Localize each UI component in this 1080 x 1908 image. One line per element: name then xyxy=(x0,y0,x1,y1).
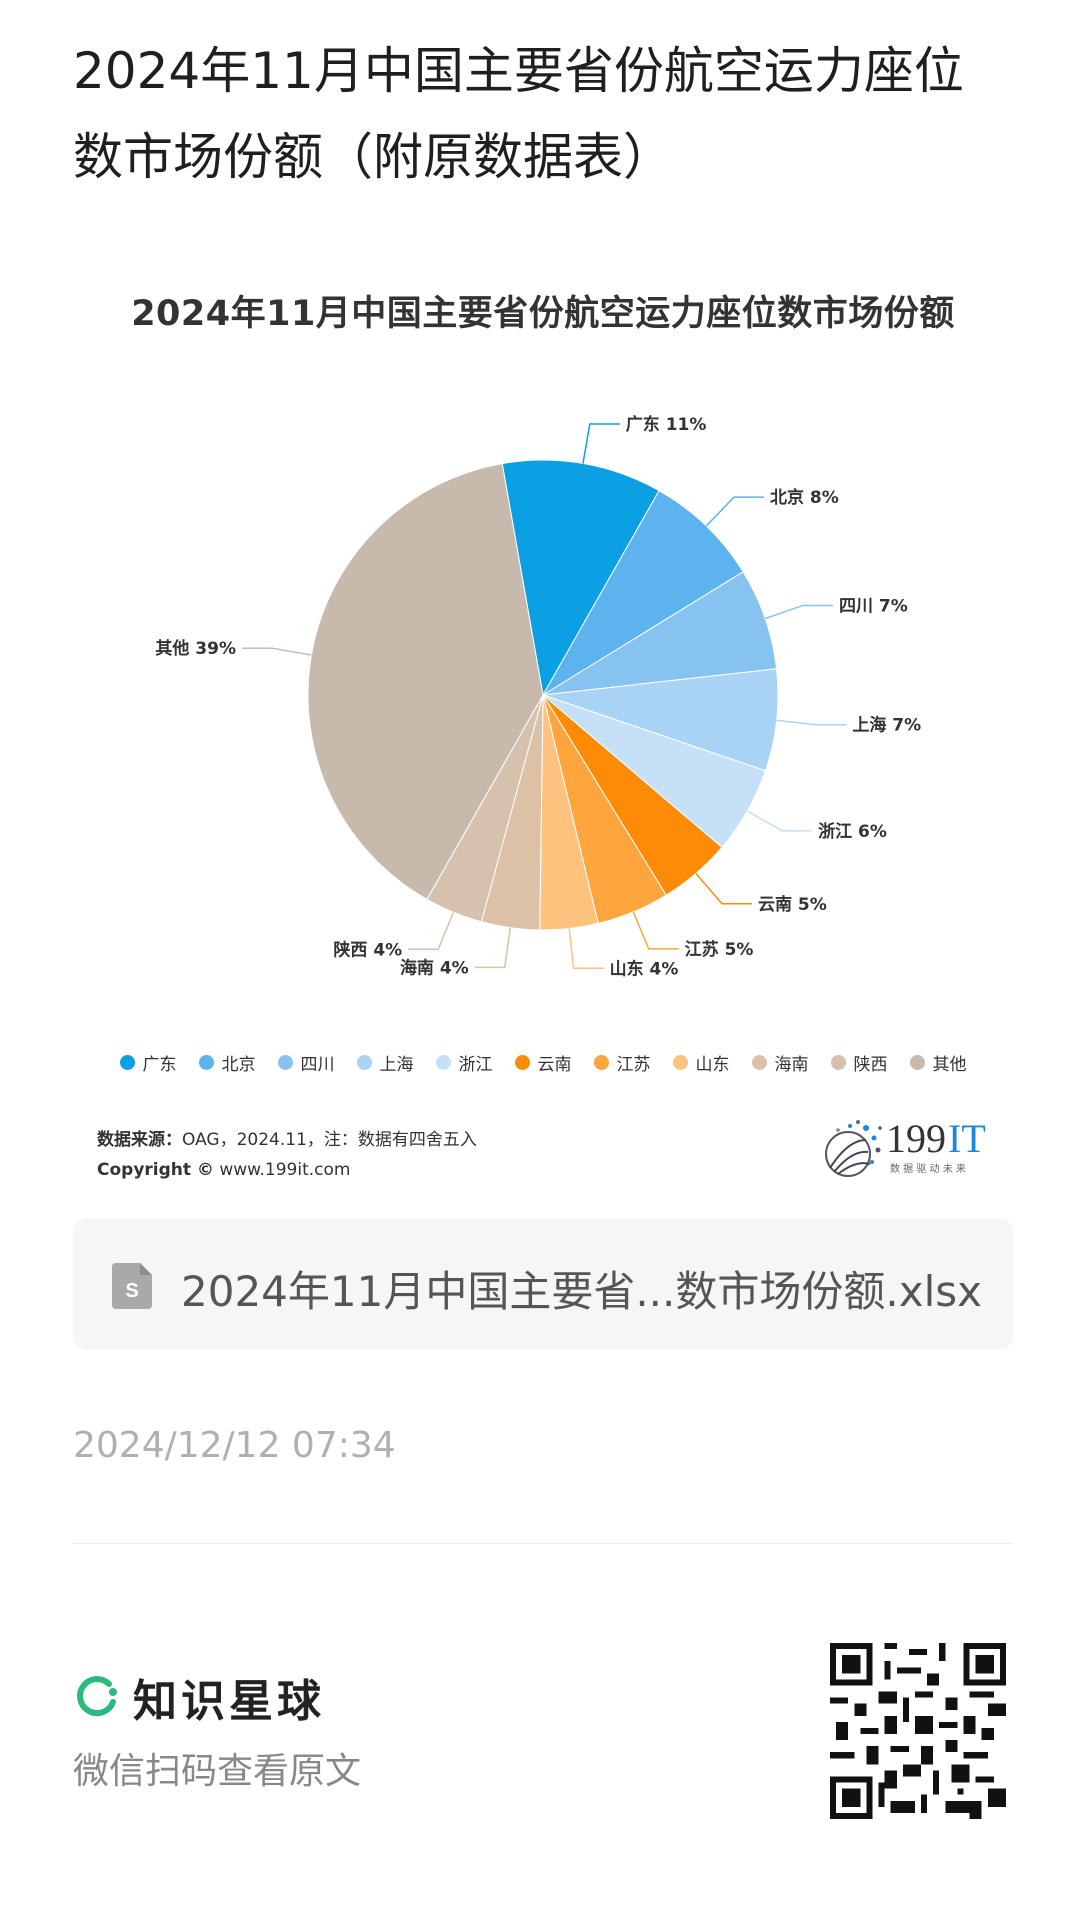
legend-dot-3 xyxy=(356,1055,372,1070)
legend-label-3: 上海 xyxy=(379,1055,414,1075)
divider xyxy=(73,1543,1013,1544)
leader-line-1 xyxy=(705,496,765,527)
data-label-9: 陕西 4% xyxy=(333,939,402,960)
pie-slice-2 xyxy=(542,571,778,696)
data-label-10: 其他 39% xyxy=(155,638,236,659)
data-label-8: 海南 4% xyxy=(400,957,469,978)
legend-dot-8 xyxy=(751,1055,767,1070)
copyright-label: Copyright © xyxy=(97,1160,214,1180)
leader-line-8 xyxy=(474,927,512,969)
leader-line-0 xyxy=(582,423,620,464)
data-label-3: 上海 7% xyxy=(852,715,921,736)
logo-main: 199 xyxy=(886,1116,946,1161)
legend-item-8: 海南 xyxy=(751,1050,809,1075)
legend-label-9: 陕西 xyxy=(853,1055,888,1075)
legend-label-10: 其他 xyxy=(932,1055,967,1075)
pie-slice-0 xyxy=(501,459,660,697)
pie-slice-1 xyxy=(542,489,744,696)
data-label-2: 四川 7% xyxy=(839,596,908,616)
source-label: 数据来源： xyxy=(97,1130,182,1150)
leader-line-5 xyxy=(695,872,752,905)
legend-label-0: 广东 xyxy=(142,1055,177,1075)
planet-logo-icon xyxy=(77,1676,117,1717)
logo-tagline: 数 据 驱 动 未 来 xyxy=(890,1162,966,1175)
legend-label-6: 江苏 xyxy=(616,1055,651,1075)
legend-item-7: 山东 xyxy=(672,1050,730,1075)
qr-code[interactable] xyxy=(830,1643,1006,1819)
data-label-6: 江苏 5% xyxy=(685,939,754,960)
data-label-1: 北京 8% xyxy=(770,487,839,508)
legend-item-6: 江苏 xyxy=(593,1050,651,1075)
pie-slice-10 xyxy=(307,462,544,901)
pie-chart: 广东 11% 北京 8% 四川 7% 上海 7% 浙江 6% 云南 5% 江苏 5% 山东 4… xyxy=(155,414,921,979)
attachment-file-name[interactable]: 2024年11月中国主要省...数市场份额.xlsx xyxy=(181,1267,982,1316)
chart-title: 2024年11月中国主要省份航空运力座位数市场份额 xyxy=(131,294,955,334)
chart-source: 数据来源：OAG，2024.11，注：数据有四舍五入 Copyright © w… xyxy=(97,1125,477,1185)
legend-item-3: 上海 xyxy=(356,1050,414,1075)
leader-line-9 xyxy=(408,911,455,951)
logo-accent: IT xyxy=(948,1116,986,1161)
source-text: OAG，2024.11，注：数据有四舍五入 xyxy=(182,1130,477,1150)
legend-item-5: 云南 xyxy=(514,1050,572,1075)
leader-line-3 xyxy=(776,719,847,726)
legend-item-1: 北京 xyxy=(198,1050,256,1075)
dandelion-icon xyxy=(825,1120,882,1177)
legend-dot-10 xyxy=(909,1055,925,1070)
footer-hint: 微信扫码查看原文 xyxy=(73,1751,362,1792)
legend-dot-6 xyxy=(593,1055,609,1070)
attachment-card[interactable]: S 2024年11月中国主要省...数市场份额.xlsx xyxy=(73,1218,1013,1350)
leader-line-6 xyxy=(632,911,679,950)
legend-item-4: 浙江 xyxy=(435,1050,493,1075)
footer-brand-name: 知识星球 xyxy=(133,1676,325,1727)
legend-item-10: 其他 xyxy=(909,1050,967,1075)
legend-label-2: 四川 xyxy=(300,1055,335,1075)
svg-text:S: S xyxy=(125,1280,138,1302)
legend-dot-5 xyxy=(514,1055,530,1070)
legend-dot-2 xyxy=(277,1055,293,1070)
data-label-4: 浙江 6% xyxy=(818,821,887,842)
leader-line-4 xyxy=(746,810,813,832)
legend-item-0: 广东 xyxy=(119,1050,177,1075)
199it-logo: 199 IT 数 据 驱 动 未 来 xyxy=(825,1116,986,1177)
legend-item-2: 四川 xyxy=(277,1050,335,1075)
post-title: 2024年11月中国主要省份航空运力座位数市场份额（附原数据表） xyxy=(73,42,964,186)
data-label-0: 广东 11% xyxy=(626,414,707,435)
legend-label-7: 山东 xyxy=(695,1055,730,1075)
data-label-5: 云南 5% xyxy=(758,894,827,915)
footer-brand: 知识星球 xyxy=(73,1665,325,1729)
legend-item-9: 陕西 xyxy=(830,1050,888,1075)
legend-label-1: 北京 xyxy=(221,1055,256,1075)
legend-label-4: 浙江 xyxy=(458,1055,493,1075)
copyright-text: www.199it.com xyxy=(219,1160,351,1180)
legend-label-8: 海南 xyxy=(774,1055,809,1075)
legend-dot-0 xyxy=(119,1055,135,1070)
leader-line-10 xyxy=(242,647,312,656)
legend-dot-9 xyxy=(830,1055,846,1070)
pie-slice-3 xyxy=(542,668,779,772)
legend-dot-1 xyxy=(198,1055,214,1070)
legend-dot-4 xyxy=(435,1055,451,1070)
post-timestamp: 2024/12/12 07:34 xyxy=(73,1425,396,1466)
leader-line-7 xyxy=(568,928,604,970)
chart-legend: 广东 北京 四川 上海 浙江 云南 江苏 山东 海南 陕西 其他 xyxy=(73,1050,1013,1075)
data-label-7: 山东 4% xyxy=(610,958,679,979)
legend-dot-7 xyxy=(672,1055,688,1070)
leader-line-2 xyxy=(764,604,834,620)
spreadsheet-file-icon: S xyxy=(112,1263,152,1309)
legend-label-5: 云南 xyxy=(537,1055,572,1075)
chart-image: 2024年11月中国主要省份航空运力座位数市场份额 广东 11% 北京 8% 四川 … xyxy=(73,285,1013,1190)
